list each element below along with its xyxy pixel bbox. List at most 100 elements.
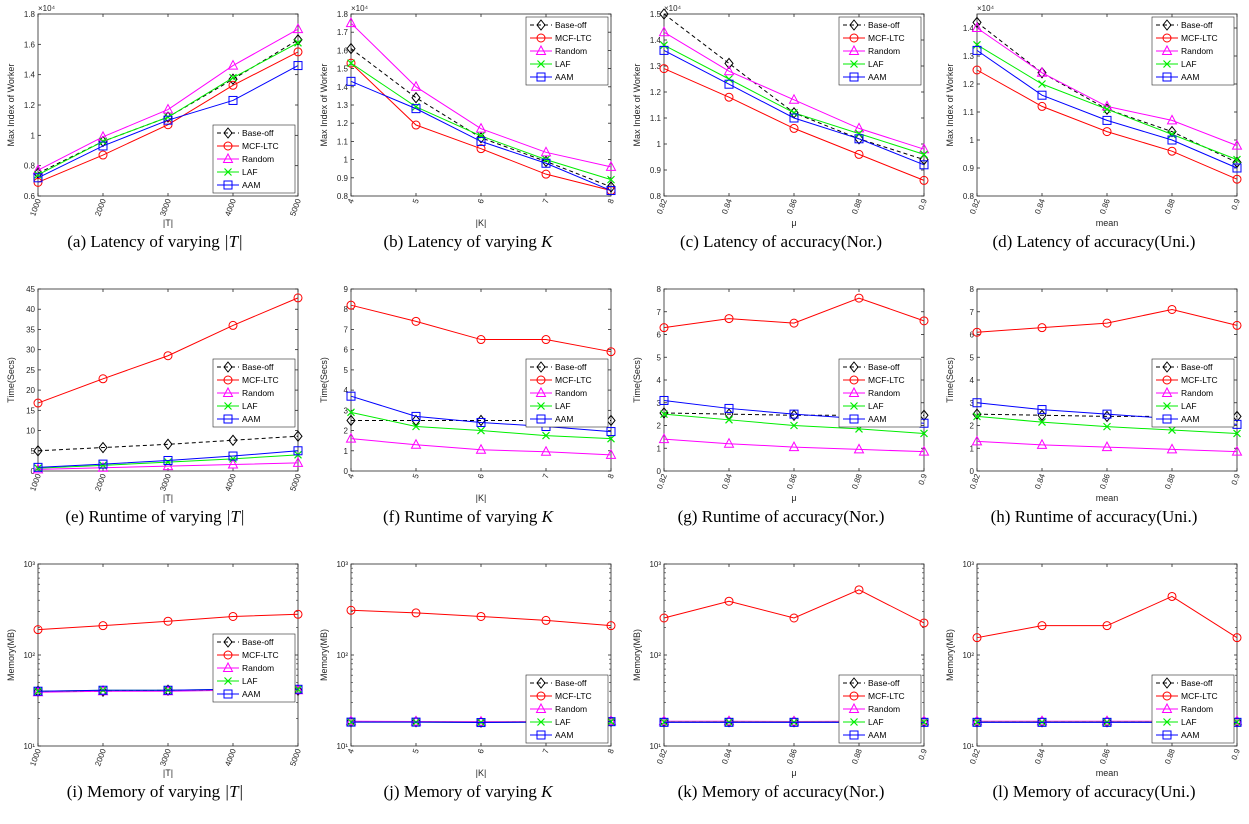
caption-text: Memory of varying — [403, 782, 542, 801]
data-point — [293, 684, 303, 697]
legend: Base-off MCF-LTC Random LAF AAM — [212, 124, 296, 194]
data-point — [411, 316, 421, 326]
legend-marker — [536, 414, 546, 424]
x-tick-label: 3000 — [158, 747, 173, 767]
legend-marker — [222, 152, 234, 163]
legend-label: MCF-LTC — [242, 141, 279, 151]
data-point — [1166, 114, 1178, 125]
series-line — [976, 27, 1238, 147]
series-line — [37, 65, 299, 179]
series-laf — [973, 412, 1241, 438]
y-tick-label: 1.3 — [337, 101, 349, 110]
data-point — [1168, 130, 1176, 139]
data-point — [346, 42, 356, 55]
y-exponent-label: ×10⁴ — [351, 4, 369, 13]
data-point — [541, 155, 551, 168]
data-point — [659, 8, 669, 20]
legend-marker — [536, 33, 546, 43]
y-tick-label: 1.7 — [337, 28, 349, 37]
y-tick-label: 10¹ — [962, 742, 974, 751]
x-tick-label: 8 — [606, 747, 616, 755]
data-point — [1102, 318, 1112, 328]
legend-label: LAF — [1181, 59, 1197, 69]
data-point — [853, 443, 865, 454]
data-point — [854, 149, 864, 159]
caption-letter: (d) — [992, 232, 1013, 251]
y-axis-label: Memory(MB) — [6, 629, 16, 681]
data-point — [724, 57, 734, 70]
legend-marker — [1162, 19, 1172, 31]
legend-marker — [1162, 730, 1172, 740]
y-tick-label: 4 — [657, 376, 662, 385]
y-tick-label: 1.1 — [963, 108, 975, 117]
data-point — [412, 422, 420, 431]
data-point — [790, 421, 798, 430]
legend-label: Random — [868, 46, 900, 56]
legend: Base-off MCF-LTC Random LAF AAM — [1151, 674, 1235, 744]
data-point — [477, 426, 485, 435]
legend-label: Random — [555, 46, 587, 56]
x-tick-label: 0.88 — [1163, 472, 1177, 490]
legend-label: Base-off — [868, 678, 900, 688]
legend-label: LAF — [1181, 401, 1197, 411]
y-tick-label: 1.8 — [337, 10, 349, 19]
legend-label: AAM — [1181, 730, 1199, 740]
data-point — [724, 314, 734, 324]
data-point — [1232, 174, 1242, 184]
y-tick-label: 1.5 — [337, 65, 349, 74]
series-line — [663, 49, 925, 166]
legend-marker — [537, 60, 545, 68]
y-tick-label: 0.8 — [337, 192, 349, 201]
y-tick-label: 1.1 — [337, 137, 349, 146]
legend-marker — [850, 60, 858, 68]
x-tick-label: 4 — [346, 472, 356, 480]
y-exponent-label: ×10⁴ — [38, 4, 56, 13]
y-tick-label: 7 — [344, 325, 349, 334]
y-tick-label: 1.5 — [650, 10, 662, 19]
y-tick-label: 0.8 — [650, 192, 662, 201]
x-tick-label: 5 — [411, 747, 421, 755]
legend-marker — [223, 375, 233, 385]
legend-label: Random — [868, 704, 900, 714]
legend-marker — [223, 141, 233, 151]
y-tick-label: 0.9 — [963, 164, 975, 173]
legend-marker — [848, 386, 860, 397]
data-point — [972, 16, 982, 29]
data-point — [33, 398, 43, 408]
series-line — [663, 438, 925, 453]
y-axis-label: Time(Secs) — [319, 357, 329, 403]
legend-label: LAF — [242, 676, 258, 686]
x-tick-label: 5000 — [288, 747, 303, 767]
legend-label: AAM — [868, 72, 886, 82]
chart-panel-f: 0 1 2 3 4 5 6 7 8 9 4 5 6 7 8 |K| Time(Secs) Base-off MCF-… — [313, 275, 623, 547]
legend-label: Base-off — [242, 637, 274, 647]
x-axis-label: |K| — [476, 768, 487, 778]
data-point — [972, 65, 982, 75]
x-tick-label: 0.88 — [1163, 197, 1177, 215]
data-point — [477, 132, 485, 140]
legend-marker — [535, 702, 547, 713]
data-point — [1102, 717, 1112, 727]
x-axis-label: |T| — [163, 768, 173, 778]
data-point — [973, 40, 981, 49]
y-tick-label: 20 — [26, 386, 35, 395]
chart-panel-a: 0.6 0.8 1 1.2 1.4 1.6 1.8 1000 2000 3000 4000 5000 ×… — [0, 0, 310, 272]
data-point — [33, 625, 43, 635]
series-random — [345, 432, 617, 459]
x-tick-label: 0.86 — [1098, 472, 1112, 490]
legend-label: AAM — [242, 180, 260, 190]
legend-label: Base-off — [1181, 678, 1213, 688]
y-tick-label: 1.2 — [650, 88, 662, 97]
series-line — [350, 609, 612, 627]
legend-label: AAM — [1181, 414, 1199, 424]
data-point — [99, 137, 107, 146]
y-axis-label: Max Index of Worker — [945, 64, 955, 147]
data-point — [293, 293, 303, 303]
legend-label: Random — [868, 388, 900, 398]
series-line — [663, 297, 925, 329]
legend-marker — [536, 375, 546, 385]
chart-svg-j: 10¹ 10² 10³ 4 5 6 7 8 |K| Memory(MB) Base-off MCF-L… — [319, 560, 617, 778]
data-point — [410, 80, 422, 91]
y-tick-label: 10² — [336, 651, 348, 660]
